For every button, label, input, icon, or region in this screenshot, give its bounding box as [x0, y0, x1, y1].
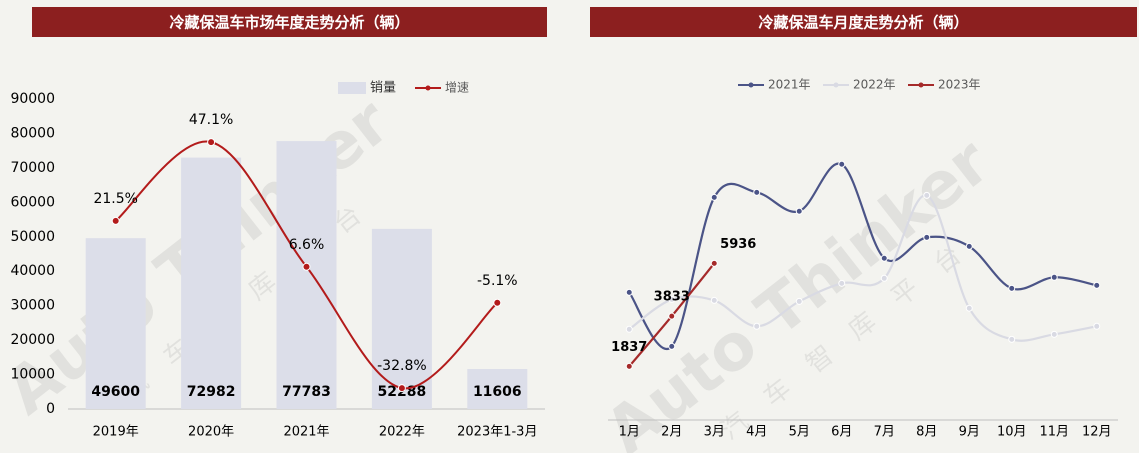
point-label: 47.1%: [189, 112, 233, 128]
y-tick-label: 90000: [10, 91, 55, 107]
x-tick-label: 3月: [704, 425, 725, 440]
legend-dot: [748, 82, 754, 88]
legend-dot: [918, 82, 924, 88]
legend-swatch: [338, 82, 366, 94]
point-label: 6.6%: [289, 237, 325, 253]
point: [668, 312, 676, 320]
x-tick-label: 11月: [1039, 425, 1069, 440]
title-bar: [32, 7, 547, 37]
chart-title: 冷藏保温车市场年度走势分析（辆）: [169, 14, 409, 32]
y-tick-label: 60000: [10, 194, 55, 210]
y-tick-label: 50000: [10, 229, 55, 245]
bar-label: 11606: [473, 384, 522, 400]
bar-label: 72982: [187, 384, 236, 400]
point: [1008, 284, 1016, 292]
point: [493, 298, 502, 307]
legend-label: 销量: [370, 81, 396, 96]
y-tick-label: 0: [46, 401, 55, 417]
x-tick-label: 2019年: [93, 425, 139, 440]
x-tick-label: 2021年: [283, 425, 329, 440]
y-tick-label: 30000: [10, 298, 55, 314]
legend-label: 增速: [445, 81, 469, 95]
point: [397, 384, 406, 393]
x-tick-label: 9月: [959, 425, 980, 440]
point: [710, 296, 718, 304]
point: [1050, 273, 1058, 281]
point-label: 21.5%: [93, 191, 137, 207]
y-tick-label: 70000: [10, 160, 55, 176]
point: [880, 254, 888, 262]
x-tick-label: 7月: [874, 425, 895, 440]
point-label: -32.8%: [377, 358, 427, 374]
point: [710, 259, 718, 267]
x-tick-label: 2月: [661, 425, 682, 440]
bar-label: 77783: [282, 384, 331, 400]
point: [795, 297, 803, 305]
x-tick-label: 2020年: [188, 425, 234, 440]
point: [838, 160, 846, 168]
legend-label: 2021年: [768, 78, 811, 92]
point: [625, 362, 633, 370]
point: [753, 188, 761, 196]
point: [880, 274, 888, 282]
point: [965, 242, 973, 250]
point: [668, 342, 676, 350]
x-tick-label: 12月: [1082, 425, 1112, 440]
x-tick-label: 10月: [997, 425, 1027, 440]
legend-label: 2023年: [938, 78, 981, 92]
point: [302, 262, 311, 271]
x-tick-label: 2023年1-3月: [457, 425, 537, 440]
point: [625, 288, 633, 296]
bar: [85, 238, 146, 409]
point: [923, 191, 931, 199]
point: [207, 138, 216, 147]
legend-dot: [425, 85, 431, 91]
point: [965, 304, 973, 312]
bar-label: 49600: [91, 384, 140, 400]
point-label: 1837: [611, 340, 647, 355]
x-tick-label: 4月: [746, 425, 767, 440]
point-label: 5936: [720, 237, 756, 252]
x-tick-label: 6月: [831, 425, 852, 440]
point: [753, 322, 761, 330]
bar: [371, 228, 432, 409]
x-tick-label: 5月: [789, 425, 810, 440]
bar: [467, 369, 528, 409]
point: [111, 216, 120, 225]
point: [795, 207, 803, 215]
point: [1008, 335, 1016, 343]
x-tick-label: 2022年: [379, 425, 425, 440]
legend-label: 2022年: [853, 78, 896, 92]
legend-dot: [833, 82, 839, 88]
point: [1093, 281, 1101, 289]
point-label: -5.1%: [477, 273, 518, 289]
y-tick-label: 40000: [10, 263, 55, 279]
y-tick-label: 80000: [10, 125, 55, 141]
point: [625, 325, 633, 333]
point: [838, 279, 846, 287]
y-tick-label: 10000: [10, 367, 55, 383]
title-bar: [590, 7, 1137, 37]
point: [1050, 330, 1058, 338]
x-tick-label: 1月: [619, 425, 640, 440]
point-label: 3833: [654, 290, 690, 305]
point: [1093, 322, 1101, 330]
bar: [276, 141, 337, 409]
point: [923, 233, 931, 241]
x-tick-label: 8月: [916, 425, 937, 440]
chart-title: 冷藏保温车月度走势分析（辆）: [758, 14, 968, 32]
bar: [181, 157, 242, 409]
y-tick-label: 20000: [10, 332, 55, 348]
point: [710, 193, 718, 201]
point: [668, 295, 676, 303]
